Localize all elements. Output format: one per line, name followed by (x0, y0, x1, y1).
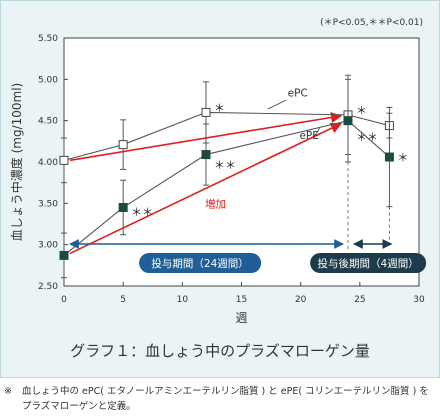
significance-note: (＊P<0.05,＊＊P<0.01) (320, 18, 423, 28)
footnote-line-2: プラズマローゲンと定義。 (22, 401, 136, 412)
series-label-ePE: ePE (299, 130, 318, 142)
data-point-ePE (59, 250, 69, 260)
footnote-mark: ※ (4, 386, 12, 397)
x-tick-label: 5 (120, 295, 126, 305)
data-point-ePC (118, 140, 128, 150)
data-point-ePC (201, 107, 211, 117)
x-tick-label: 30 (413, 295, 425, 305)
period-label: 投与後期間（4週間） (318, 257, 419, 270)
y-tick-label: 4.00 (38, 158, 58, 168)
x-axis-title: 週 (235, 311, 247, 325)
y-tick-label: 3.50 (38, 199, 58, 209)
series-leader-ePC (267, 99, 287, 110)
significance-mark: ＊＊ (214, 159, 236, 172)
chart-svg: 2.50 3.00 3.50 4.00 4.50 5.00 5.50 0 5 10 15 20 25 30… (9, 18, 427, 325)
y-tick-label: 2.50 (38, 282, 58, 292)
chart-figure: 2.50 3.00 3.50 4.00 4.50 5.00 5.50 0 5 10 15 20 25 30… (0, 0, 440, 378)
significance-mark: ＊＊ (356, 131, 378, 144)
significance-mark: ＊ (397, 151, 408, 164)
increase-arrow (69, 122, 343, 255)
data-point-ePE (343, 116, 353, 126)
significance-mark: ＊ (356, 104, 367, 117)
data-point-ePE (201, 150, 211, 160)
x-tick-label: 20 (295, 295, 307, 305)
plot-area (63, 37, 420, 287)
chart-caption: グラフ１：血しょう中のプラズマローゲン量 (70, 342, 370, 360)
increase-label: 増加 (205, 197, 226, 210)
y-tick-label: 3.00 (38, 241, 58, 251)
x-tick-label: 25 (354, 295, 365, 305)
x-tick-label: 0 (61, 295, 67, 305)
series-label-ePC: ePC (288, 88, 308, 100)
x-tick-label: 10 (177, 295, 189, 305)
series-leader-ePE (314, 127, 320, 136)
y-axis-title: 血しょう中濃度 (mg/100ml) (9, 83, 24, 241)
y-tick-label: 5.00 (38, 75, 58, 85)
significance-mark: ＊＊ (131, 205, 153, 218)
data-point-ePE (118, 202, 128, 212)
footnote: ※ 血しょう中の ePC( エタノールアミンエーテルリン脂質 ) と ePE( コ… (4, 384, 436, 414)
significance-mark: ＊ (214, 101, 225, 114)
x-tick-label: 15 (236, 295, 247, 305)
footnote-line-1: 血しょう中の ePC( エタノールアミンエーテルリン脂質 ) と ePE( コリ… (22, 386, 429, 397)
y-tick-label: 5.50 (38, 34, 58, 44)
data-point-ePC (59, 155, 69, 165)
y-tick-label: 4.50 (38, 117, 58, 127)
period-label: 投与期間（24週間） (151, 257, 248, 270)
data-point-ePE (384, 152, 394, 162)
period-pill (139, 253, 262, 273)
period-pill (310, 253, 427, 273)
